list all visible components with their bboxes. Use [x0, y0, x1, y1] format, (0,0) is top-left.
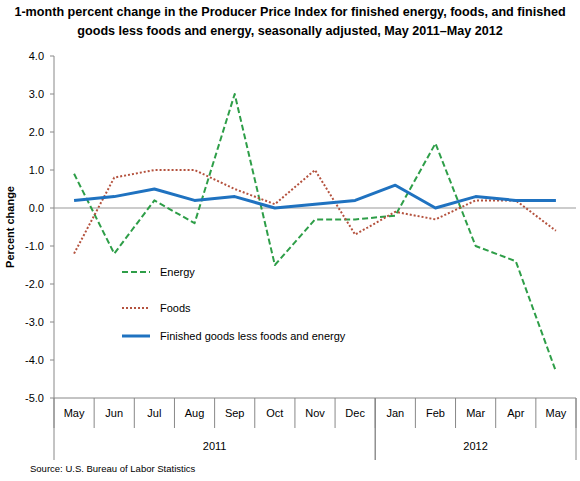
- x-tick-label: May: [64, 407, 85, 419]
- x-tick-label: Oct: [266, 407, 283, 419]
- x-tick-label: Jan: [386, 407, 404, 419]
- y-tick: [50, 322, 54, 323]
- group-separator: [375, 398, 376, 460]
- y-tick: [50, 170, 54, 171]
- legend-swatch: [122, 335, 150, 338]
- y-tick-label: -1.0: [25, 240, 44, 252]
- y-tick-label: -5.0: [25, 392, 44, 404]
- y-tick-label: 3.0: [29, 88, 44, 100]
- x-separator: [294, 398, 295, 428]
- y-axis-label: Percent change: [4, 186, 16, 268]
- group-separator: [576, 398, 577, 460]
- legend-swatch: [122, 307, 150, 309]
- y-tick: [50, 56, 54, 57]
- x-separator: [214, 398, 215, 428]
- x-tick-label: Dec: [345, 407, 365, 419]
- y-axis: [54, 56, 55, 398]
- x-axis: [54, 398, 576, 399]
- legend-swatch: [122, 271, 150, 273]
- series-line: [74, 94, 556, 371]
- y-tick-label: -4.0: [25, 354, 44, 366]
- zero-line: [54, 208, 576, 209]
- y-tick: [50, 208, 54, 209]
- x-tick-label: Feb: [426, 407, 445, 419]
- legend-label: Finished goods less foods and energy: [160, 330, 346, 342]
- x-tick-label: Jul: [147, 407, 161, 419]
- y-tick: [50, 246, 54, 247]
- x-tick-label: Apr: [507, 407, 524, 419]
- x-separator: [174, 398, 175, 428]
- plot-lines: [74, 94, 556, 371]
- y-tick: [50, 132, 54, 133]
- y-tick-label: 1.0: [29, 164, 44, 176]
- chart: -5.0 -4.0 -3.0 -2.0 -1.0 0.0 1.0 2.0 3.0 4.0 Perce…: [0, 0, 580, 481]
- legend-label: Energy: [160, 266, 195, 278]
- y-tick-label: 2.0: [29, 126, 44, 138]
- legend-label: Foods: [160, 302, 191, 314]
- source-note: Source: U.S. Bureau of Labor Statistics: [30, 463, 196, 474]
- chart-title: 1-month percent change in the Producer P…: [0, 3, 580, 41]
- x-separator: [335, 398, 336, 428]
- x-separator: [535, 398, 536, 428]
- legend: Energy Foods Finished goods less foods and…: [122, 266, 346, 342]
- y-tick: [50, 284, 54, 285]
- series-line: [74, 185, 556, 208]
- x-separator: [455, 398, 456, 428]
- x-separator: [134, 398, 135, 428]
- x-separator: [415, 398, 416, 428]
- x-group-label: 2012: [463, 440, 487, 452]
- x-group-label: 2011: [203, 440, 227, 452]
- y-tick-label: 4.0: [29, 50, 44, 62]
- x-separator: [94, 398, 95, 428]
- x-tick-label: Jun: [105, 407, 123, 419]
- y-tick: [50, 94, 54, 95]
- x-tick-label: Nov: [305, 407, 325, 419]
- x-separator: [495, 398, 496, 428]
- y-tick-label: -3.0: [25, 316, 44, 328]
- y-tick: [50, 398, 54, 399]
- y-tick-label: -2.0: [25, 278, 44, 290]
- y-tick-label: 0.0: [29, 202, 44, 214]
- y-tick: [50, 360, 54, 361]
- x-separator: [254, 398, 255, 428]
- group-separator: [54, 398, 55, 460]
- x-tick-label: Aug: [185, 407, 205, 419]
- x-tick-label: May: [546, 407, 567, 419]
- series-line: [74, 170, 556, 254]
- x-tick-label: Mar: [466, 407, 485, 419]
- x-tick-label: Sep: [225, 407, 245, 419]
- group-separator: [375, 398, 376, 460]
